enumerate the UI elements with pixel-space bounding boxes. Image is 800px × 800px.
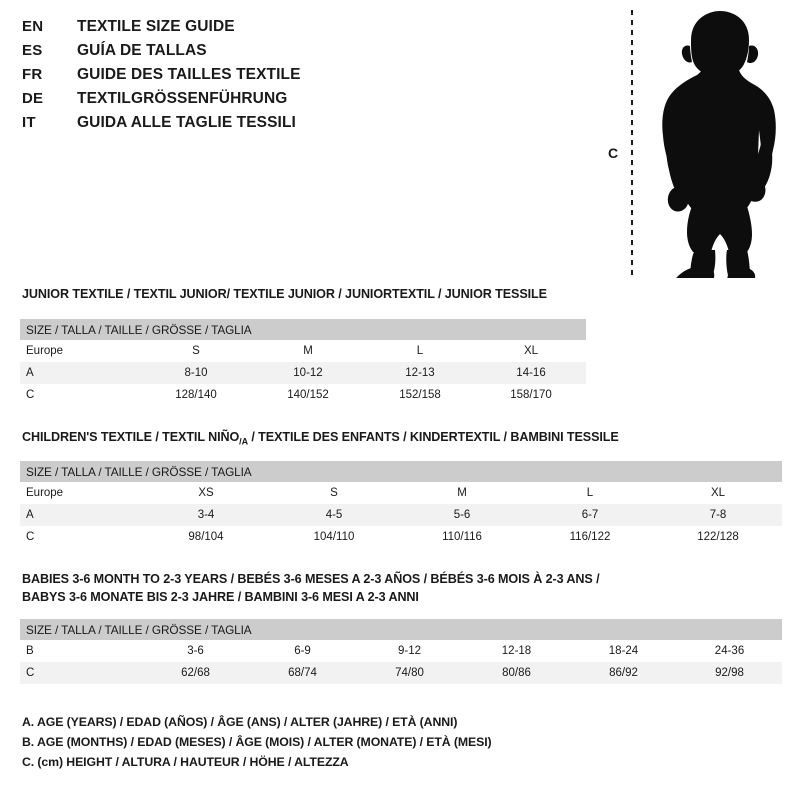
measurement-label-c: C xyxy=(608,145,619,161)
babies-size-header-row: SIZE / TALLA / TAILLE / GRÖSSE / TAGLIA xyxy=(20,619,783,640)
language-title-en: TEXTILE SIZE GUIDE xyxy=(77,18,235,35)
children-europe-l: L xyxy=(526,482,654,504)
babies-title-line2: BABYS 3-6 MONATE BIS 2-3 JAHRE / BAMBINI… xyxy=(22,590,419,604)
table-row: Europe XS S M L XL xyxy=(20,482,783,504)
section-title-babies: BABIES 3-6 MONTH TO 2-3 YEARS / BEBÉS 3-… xyxy=(22,572,600,604)
junior-size-header-row: SIZE / TALLA / TAILLE / GRÖSSE / TAGLIA xyxy=(20,319,587,340)
junior-europe-m: M xyxy=(252,340,364,362)
children-europe-m: M xyxy=(398,482,526,504)
babies-b-9-12: 9-12 xyxy=(356,640,463,662)
language-code-en: EN xyxy=(22,18,44,35)
language-code-it: IT xyxy=(22,114,36,131)
language-row-es: ES GUÍA DE TALLAS xyxy=(22,42,582,66)
babies-c-18-24: 86/92 xyxy=(570,662,677,684)
babies-c-12-18: 80/86 xyxy=(463,662,570,684)
language-title-it: GUIDA ALLE TAGLIE TESSILI xyxy=(77,114,296,131)
language-title-de: TEXTILGRÖSSENFÜHRUNG xyxy=(77,90,288,107)
children-c-xl: 122/128 xyxy=(654,526,783,548)
junior-a-s: 8-10 xyxy=(140,362,252,384)
table-row: Europe S M L XL xyxy=(20,340,587,362)
table-row: C 98/104 104/110 110/116 116/122 122/128 xyxy=(20,526,783,548)
children-c-m: 110/116 xyxy=(398,526,526,548)
babies-size-header-label: SIZE / TALLA / TAILLE / GRÖSSE / TAGLIA xyxy=(20,619,783,640)
children-c-s: 104/110 xyxy=(270,526,398,548)
measurement-legend: A. AGE (YEARS) / EDAD (AÑOS) / ÂGE (ANS)… xyxy=(22,712,722,772)
babies-b-12-18: 12-18 xyxy=(463,640,570,662)
junior-a-xl: 14-16 xyxy=(476,362,587,384)
language-code-fr: FR xyxy=(22,66,43,83)
children-row-label-europe: Europe xyxy=(20,482,142,504)
junior-a-l: 12-13 xyxy=(364,362,476,384)
children-a-xl: 7-8 xyxy=(654,504,783,526)
babies-b-6-9: 6-9 xyxy=(249,640,356,662)
children-size-table: SIZE / TALLA / TAILLE / GRÖSSE / TAGLIA … xyxy=(20,461,783,548)
junior-c-s: 128/140 xyxy=(140,384,252,406)
children-europe-xs: XS xyxy=(142,482,270,504)
multilingual-title-block: EN TEXTILE SIZE GUIDE ES GUÍA DE TALLAS … xyxy=(22,18,582,138)
junior-c-xl: 158/170 xyxy=(476,384,587,406)
babies-c-9-12: 74/80 xyxy=(356,662,463,684)
legend-line-a: A. AGE (YEARS) / EDAD (AÑOS) / ÂGE (ANS)… xyxy=(22,715,458,729)
junior-size-header-label: SIZE / TALLA / TAILLE / GRÖSSE / TAGLIA xyxy=(20,319,587,340)
junior-europe-xl: XL xyxy=(476,340,587,362)
children-a-l: 6-7 xyxy=(526,504,654,526)
children-c-l: 116/122 xyxy=(526,526,654,548)
junior-europe-s: S xyxy=(140,340,252,362)
junior-row-label-c: C xyxy=(20,384,140,406)
children-size-header-row: SIZE / TALLA / TAILLE / GRÖSSE / TAGLIA xyxy=(20,461,783,482)
junior-row-label-a: A xyxy=(20,362,140,384)
babies-row-label-c: C xyxy=(20,662,142,684)
language-title-es: GUÍA DE TALLAS xyxy=(77,42,207,59)
children-row-label-c: C xyxy=(20,526,142,548)
junior-row-label-europe: Europe xyxy=(20,340,140,362)
junior-size-table: SIZE / TALLA / TAILLE / GRÖSSE / TAGLIA … xyxy=(20,319,587,406)
children-size-header-label: SIZE / TALLA / TAILLE / GRÖSSE / TAGLIA xyxy=(20,461,783,482)
language-title-fr: GUIDE DES TAILLES TEXTILE xyxy=(77,66,301,83)
children-c-xs: 98/104 xyxy=(142,526,270,548)
babies-b-24-36: 24-36 xyxy=(677,640,783,662)
table-row: A 8-10 10-12 12-13 14-16 xyxy=(20,362,587,384)
language-row-de: DE TEXTILGRÖSSENFÜHRUNG xyxy=(22,90,582,114)
babies-c-6-9: 68/74 xyxy=(249,662,356,684)
section-title-children: CHILDREN'S TEXTILE / TEXTIL NIÑO/A / TEX… xyxy=(22,430,619,447)
children-row-label-a: A xyxy=(20,504,142,526)
legend-line-b: B. AGE (MONTHS) / EDAD (MESES) / ÂGE (MO… xyxy=(22,735,492,749)
legend-line-c: C. (cm) HEIGHT / ALTURA / HAUTEUR / HÖHE… xyxy=(22,755,349,769)
children-europe-s: S xyxy=(270,482,398,504)
children-a-s: 4-5 xyxy=(270,504,398,526)
language-code-es: ES xyxy=(22,42,43,59)
section-title-junior: JUNIOR TEXTILE / TEXTIL JUNIOR/ TEXTILE … xyxy=(22,287,547,301)
junior-a-m: 10-12 xyxy=(252,362,364,384)
children-a-m: 5-6 xyxy=(398,504,526,526)
height-measurement-diagram: C xyxy=(595,0,800,292)
height-dashed-line xyxy=(631,10,633,278)
language-row-en: EN TEXTILE SIZE GUIDE xyxy=(22,18,582,42)
junior-c-l: 152/158 xyxy=(364,384,476,406)
junior-c-m: 140/152 xyxy=(252,384,364,406)
children-title-sub: /A xyxy=(239,436,248,447)
toddler-silhouette-icon xyxy=(647,10,787,292)
babies-size-table: SIZE / TALLA / TAILLE / GRÖSSE / TAGLIA … xyxy=(20,619,783,684)
language-row-fr: FR GUIDE DES TAILLES TEXTILE xyxy=(22,66,582,90)
babies-c-3-6: 62/68 xyxy=(142,662,249,684)
language-row-it: IT GUIDA ALLE TAGLIE TESSILI xyxy=(22,114,582,138)
children-europe-xl: XL xyxy=(654,482,783,504)
babies-row-label-b: B xyxy=(20,640,142,662)
babies-b-18-24: 18-24 xyxy=(570,640,677,662)
language-code-de: DE xyxy=(22,90,44,107)
babies-c-24-36: 92/98 xyxy=(677,662,783,684)
children-title-pre: CHILDREN'S TEXTILE / TEXTIL NIÑO xyxy=(22,430,240,444)
junior-europe-l: L xyxy=(364,340,476,362)
table-row: C 62/68 68/74 74/80 80/86 86/92 92/98 xyxy=(20,662,783,684)
table-row: B 3-6 6-9 9-12 12-18 18-24 24-36 xyxy=(20,640,783,662)
table-row: A 3-4 4-5 5-6 6-7 7-8 xyxy=(20,504,783,526)
children-a-xs: 3-4 xyxy=(142,504,270,526)
babies-b-3-6: 3-6 xyxy=(142,640,249,662)
children-title-post: / TEXTILE DES ENFANTS / KINDERTEXTIL / B… xyxy=(247,430,619,444)
babies-title-line1: BABIES 3-6 MONTH TO 2-3 YEARS / BEBÉS 3-… xyxy=(22,572,600,586)
table-row: C 128/140 140/152 152/158 158/170 xyxy=(20,384,587,406)
